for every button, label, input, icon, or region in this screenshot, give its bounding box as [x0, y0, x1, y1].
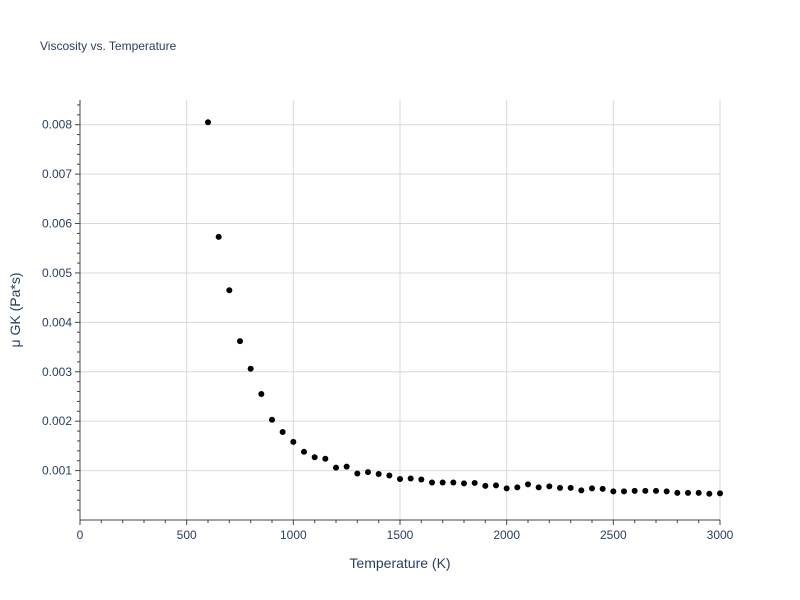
x-tick-label: 2500 — [600, 528, 627, 542]
data-point — [386, 472, 393, 479]
data-point — [525, 481, 531, 488]
data-point — [215, 233, 222, 240]
x-tick-label: 1500 — [387, 528, 414, 542]
x-tick-label: 1000 — [280, 528, 307, 542]
x-tick-label: 2000 — [493, 528, 520, 542]
data-point — [301, 448, 307, 455]
minor-ticks — [75, 104, 721, 525]
data-point — [450, 479, 457, 486]
data-point — [717, 490, 723, 497]
chart-title: Viscosity vs. Temperature — [40, 39, 177, 53]
data-point — [610, 488, 617, 495]
y-tick-label: 0.007 — [42, 167, 72, 181]
x-tick-labels: 0 500 1000 1500 2000 2500 3000 — [77, 528, 734, 542]
data-point — [279, 429, 286, 436]
data-point — [514, 484, 521, 491]
data-point — [258, 391, 265, 397]
data-point — [599, 485, 606, 492]
data-point — [354, 470, 361, 477]
x-tick-label: 0 — [77, 528, 84, 542]
y-tick-label: 0.004 — [42, 315, 72, 329]
data-point — [322, 455, 329, 462]
data-point — [247, 365, 254, 372]
data-point — [429, 479, 435, 486]
data-point — [269, 416, 275, 423]
y-tick-label: 0.005 — [42, 266, 72, 280]
data-point — [695, 489, 702, 496]
data-point — [706, 490, 713, 497]
data-point — [407, 475, 414, 482]
data-point — [578, 487, 585, 494]
data-point — [397, 475, 403, 482]
data-point — [226, 287, 233, 294]
data-point — [685, 489, 691, 496]
data-point — [418, 476, 425, 483]
data-point — [461, 480, 467, 487]
y-tick-label: 0.002 — [42, 414, 72, 428]
data-point — [674, 489, 681, 496]
data-point — [311, 454, 318, 461]
data-point — [290, 438, 297, 445]
data-point — [589, 485, 595, 492]
data-point — [482, 482, 489, 489]
data-point — [365, 469, 371, 476]
y-tick-label: 0.008 — [42, 118, 72, 132]
data-point — [471, 479, 478, 486]
data-point — [557, 484, 563, 491]
data-point — [631, 487, 638, 494]
data-point — [663, 488, 670, 495]
y-tick-label: 0.006 — [42, 217, 72, 231]
x-axis-title: Temperature (K) — [349, 555, 450, 571]
data-point — [642, 487, 649, 494]
data-point — [535, 484, 542, 491]
data-points — [205, 119, 723, 497]
x-tick-label: 3000 — [707, 528, 734, 542]
y-gridlines — [80, 124, 720, 472]
data-point — [237, 338, 243, 345]
data-point — [375, 471, 382, 478]
data-point — [567, 484, 574, 491]
y-tick-label: 0.003 — [42, 365, 72, 379]
y-tick-labels: 0.001 0.002 0.003 0.004 0.005 0.006 0.007 0.008 — [42, 118, 72, 478]
y-tick-label: 0.001 — [42, 464, 72, 478]
data-point — [621, 488, 627, 495]
x-gridlines — [186, 100, 721, 520]
data-point — [653, 487, 659, 494]
x-tick-label: 500 — [177, 528, 197, 542]
data-point — [546, 483, 553, 490]
y-axis-title: μ GK (Pa*s) — [7, 273, 23, 348]
data-point — [205, 119, 211, 126]
data-point — [343, 463, 350, 470]
data-point — [503, 485, 510, 492]
data-point — [493, 482, 499, 489]
data-point — [333, 464, 339, 471]
data-point — [439, 479, 446, 486]
